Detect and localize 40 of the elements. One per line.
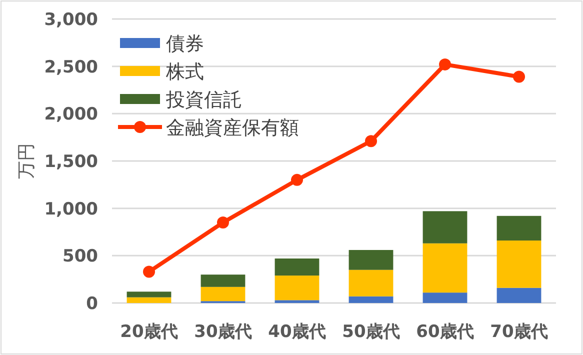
bar (422, 243, 468, 293)
bar (496, 240, 542, 288)
x-tick-label: 50歳代 (342, 322, 400, 342)
bar (274, 276, 320, 300)
y-tick-label: 1,500 (44, 152, 98, 172)
x-tick-label: 60歳代 (416, 322, 474, 342)
x-tick-label: 30歳代 (194, 322, 252, 342)
bar (126, 297, 172, 303)
y-tick-label: 2,500 (44, 57, 98, 78)
legend-label: 債券 (166, 33, 204, 55)
y-tick-label: 0 (86, 294, 98, 314)
point (291, 174, 303, 186)
x-tick-label: 40歳代 (268, 322, 326, 342)
bar (274, 300, 320, 303)
x-tick-label: 20歳代 (120, 322, 178, 342)
point (217, 216, 229, 229)
bar (348, 296, 394, 303)
bar (126, 292, 172, 298)
y-tick-label: 2,000 (44, 104, 98, 125)
legend-label: 株式 (165, 61, 204, 83)
bar (422, 292, 468, 303)
x-tick-label: 70歳代 (490, 322, 548, 342)
bar (496, 288, 542, 303)
legend-label: 金融資産保有額 (166, 117, 299, 139)
point (439, 58, 451, 70)
y-tick-label: 1,000 (44, 199, 98, 220)
point (143, 266, 155, 278)
bar (422, 211, 468, 244)
bar (348, 270, 394, 296)
bar (200, 286, 246, 302)
point (513, 70, 525, 83)
bar (496, 216, 542, 241)
y-axis-title: 万円 (16, 143, 37, 179)
bar (200, 274, 246, 287)
y-tick-label: 500 (62, 246, 98, 267)
point (365, 135, 377, 148)
bar (348, 250, 394, 270)
bar (274, 258, 320, 276)
y-tick-label: 3,000 (44, 10, 98, 30)
legend-label: 投資信託 (165, 89, 242, 111)
